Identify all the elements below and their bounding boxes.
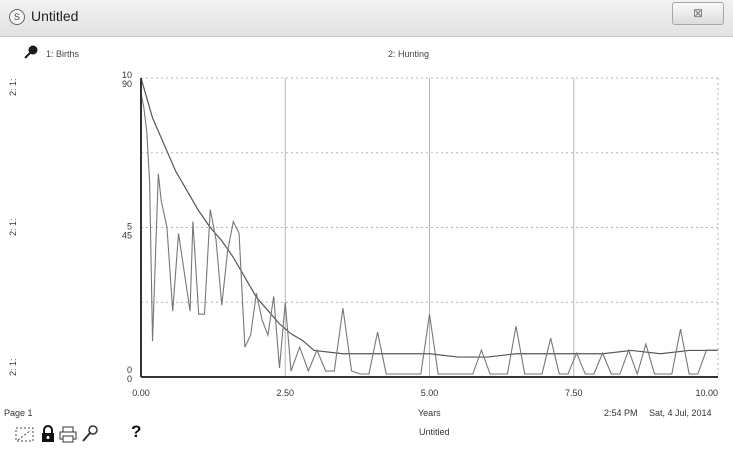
y-tick-labels: 10 5 0 90 45 0 <box>122 70 132 384</box>
series-lines <box>140 77 718 376</box>
plot-area: 1: 2: 1: 2: 1: 2: 10 5 0 90 45 0 0.00 2.50 5.00… <box>8 70 719 398</box>
grid <box>141 77 719 377</box>
y-tick-s2-0: 10 <box>122 70 132 80</box>
left-label-mid-1: 1: <box>8 218 18 226</box>
footer-title: Untitled <box>419 427 450 437</box>
help-icon[interactable]: ? <box>131 422 142 441</box>
left-label-top-1: 1: <box>8 78 18 86</box>
title-bar[interactable]: S Untitled ⊠ <box>0 0 733 37</box>
left-label-top-2: 2: <box>8 88 18 96</box>
left-label-bottom-2: 2: <box>8 368 18 376</box>
y-tick-s2-2: 0 <box>127 365 132 375</box>
time-label: 2:54 PM <box>604 408 638 418</box>
window-title: Untitled <box>31 8 79 24</box>
close-button[interactable]: ⊠ <box>672 2 724 25</box>
x-tick-0: 0.00 <box>132 388 150 398</box>
lock-icon[interactable] <box>41 425 55 443</box>
left-label-mid-2: 2: <box>8 228 18 236</box>
app-icon[interactable]: S <box>9 9 25 25</box>
left-axis-labels: 1: 2: 1: 2: 1: 2: <box>8 78 18 376</box>
x-axis-label: Years <box>418 408 441 418</box>
series-births-line <box>140 77 718 358</box>
left-label-bottom-1: 1: <box>8 358 18 366</box>
x-tick-1: 2.50 <box>276 388 294 398</box>
x-tick-4: 10.00 <box>695 388 718 398</box>
legend-series-2: 2: Hunting <box>388 49 430 59</box>
pin-tool-icon[interactable] <box>80 425 100 443</box>
print-icon[interactable] <box>59 425 77 443</box>
date-label: Sat, 4 Jul, 2014 <box>649 408 712 418</box>
y-tick-s1-1: 45 <box>122 231 132 241</box>
pin-icon[interactable] <box>24 45 40 59</box>
y-tick-s1-0: 90 <box>122 79 132 89</box>
select-tool-icon[interactable] <box>14 425 36 443</box>
page-label: Page 1 <box>4 408 33 418</box>
y-tick-s1-2: 0 <box>127 374 132 384</box>
x-tick-3: 7.50 <box>565 388 583 398</box>
x-tick-2: 5.00 <box>421 388 439 398</box>
series-hunting-line <box>140 92 718 376</box>
legend-series-1: 1: Births <box>46 49 80 59</box>
x-tick-labels: 0.00 2.50 5.00 7.50 10.00 <box>132 388 718 398</box>
y-tick-s2-1: 5 <box>127 222 132 232</box>
